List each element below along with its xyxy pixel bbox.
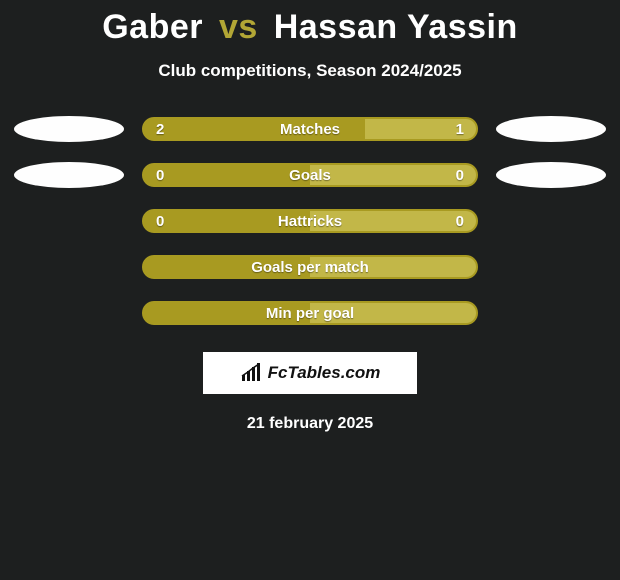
page-title: Gaber vs Hassan Yassin xyxy=(0,8,620,47)
stats-list: 2Matches10Goals00Hattricks0Goals per mat… xyxy=(0,117,620,325)
stat-bar: Min per goal xyxy=(142,301,478,325)
subtitle: Club competitions, Season 2024/2025 xyxy=(0,61,620,81)
stat-row: Goals per match xyxy=(0,255,620,279)
stat-row: Min per goal xyxy=(0,301,620,325)
stat-value-left: 2 xyxy=(156,121,164,138)
stat-label: Matches xyxy=(144,121,476,138)
stat-bar: 2Matches1 xyxy=(142,117,478,141)
vs-label: vs xyxy=(219,8,258,46)
stat-bar: Goals per match xyxy=(142,255,478,279)
player1-marker xyxy=(14,162,124,188)
stat-row: 0Goals0 xyxy=(0,163,620,187)
date-label: 21 february 2025 xyxy=(0,415,620,433)
chart-icon xyxy=(240,363,262,383)
player1-marker xyxy=(14,116,124,142)
brand-text: FcTables.com xyxy=(268,363,381,383)
player2-marker xyxy=(496,162,606,188)
stat-row: 0Hattricks0 xyxy=(0,209,620,233)
stat-value-right: 0 xyxy=(456,167,464,184)
stat-bar: 0Goals0 xyxy=(142,163,478,187)
stat-label: Min per goal xyxy=(144,305,476,322)
stat-label: Goals xyxy=(144,167,476,184)
player2-name: Hassan Yassin xyxy=(274,8,518,46)
stat-value-right: 1 xyxy=(456,121,464,138)
stat-row: 2Matches1 xyxy=(0,117,620,141)
player1-name: Gaber xyxy=(102,8,203,46)
stat-value-left: 0 xyxy=(156,213,164,230)
comparison-card: Gaber vs Hassan Yassin Club competitions… xyxy=(0,0,620,433)
stat-bar: 0Hattricks0 xyxy=(142,209,478,233)
stat-label: Goals per match xyxy=(144,259,476,276)
player2-marker xyxy=(496,116,606,142)
stat-value-left: 0 xyxy=(156,167,164,184)
stat-label: Hattricks xyxy=(144,213,476,230)
brand-badge: FcTables.com xyxy=(202,351,418,395)
stat-value-right: 0 xyxy=(456,213,464,230)
